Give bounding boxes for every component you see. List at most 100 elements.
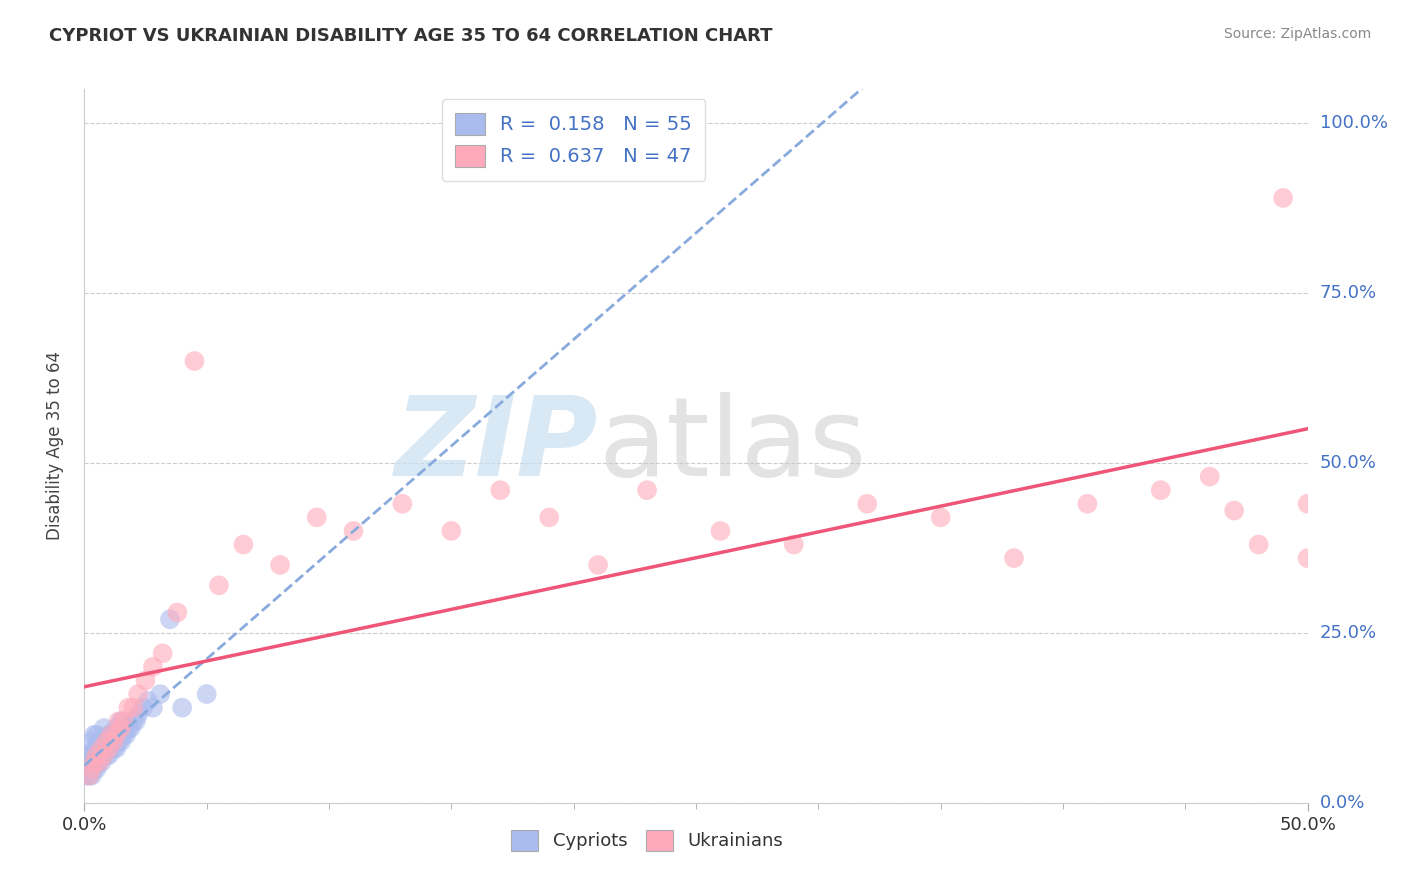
Point [1198,469,1220,483]
Point [77,769,100,783]
Y-axis label: Disability Age 35 to 64: Disability Age 35 to 64 [45,351,63,541]
Point [105,721,128,735]
Text: 25.0%: 25.0% [1320,624,1376,642]
Text: CYPRIOT VS UKRAINIAN DISABILITY AGE 35 TO 64 CORRELATION CHART: CYPRIOT VS UKRAINIAN DISABILITY AGE 35 T… [49,27,773,45]
Point [96,734,118,748]
Point [117,700,139,714]
Point [856,497,879,511]
Point [269,558,291,572]
Point [122,700,145,714]
Point [120,721,142,735]
Point [110,714,132,729]
Point [149,687,172,701]
Point [1272,191,1295,205]
Point [1296,497,1319,511]
Point [83,755,105,769]
Point [86,748,108,763]
Point [122,714,145,729]
Point [538,510,561,524]
Point [208,578,231,592]
Point [77,748,100,763]
Point [76,755,98,769]
Point [159,612,181,626]
Point [97,741,120,756]
Point [125,714,148,729]
Point [172,700,194,714]
Point [80,748,103,763]
Point [103,728,125,742]
Point [93,721,115,735]
Point [1296,551,1319,566]
Point [586,558,609,572]
Point [83,728,105,742]
Point [76,762,98,776]
Point [152,646,174,660]
Text: 0.0%: 0.0% [1320,794,1365,812]
Text: atlas: atlas [598,392,866,500]
Point [115,728,138,742]
Text: 75.0%: 75.0% [1320,284,1376,302]
Point [90,734,112,748]
Legend: Cypriots, Ukrainians: Cypriots, Ukrainians [505,822,790,858]
Point [103,741,125,756]
Point [90,748,112,763]
Point [489,483,512,498]
Point [80,734,103,748]
Point [117,721,139,735]
Point [86,741,108,756]
Point [77,762,100,776]
Point [80,755,103,769]
Point [77,769,100,783]
Point [107,714,129,729]
Point [100,728,122,742]
Point [76,769,98,783]
Point [97,728,120,742]
Point [105,728,128,742]
Point [87,734,110,748]
Point [107,734,129,748]
Point [166,606,188,620]
Point [86,755,108,769]
Point [87,755,110,769]
Point [783,537,806,551]
Point [97,741,120,756]
Point [391,497,413,511]
Point [80,769,103,783]
Point [112,714,135,729]
Point [105,741,128,756]
Point [440,524,463,538]
Point [127,707,149,722]
Point [136,694,159,708]
Point [87,755,110,769]
Point [110,734,132,748]
Point [103,734,125,748]
Point [1076,497,1098,511]
Text: 50.0%: 50.0% [1320,454,1376,472]
Point [86,728,108,742]
Point [97,748,120,763]
Point [112,728,135,742]
Point [100,728,122,742]
Text: ZIP: ZIP [395,392,598,500]
Point [83,755,105,769]
Point [929,510,952,524]
Point [342,524,364,538]
Text: 100.0%: 100.0% [1320,114,1388,132]
Text: Source: ZipAtlas.com: Source: ZipAtlas.com [1223,27,1371,41]
Point [93,741,115,756]
Point [305,510,328,524]
Point [1150,483,1173,498]
Point [96,734,118,748]
Point [709,524,731,538]
Point [195,687,218,701]
Point [83,762,105,776]
Point [90,741,112,756]
Point [87,748,110,763]
Point [100,741,122,756]
Point [90,755,112,769]
Point [142,700,165,714]
Point [96,748,118,763]
Point [135,673,157,688]
Point [86,762,108,776]
Point [232,537,254,551]
